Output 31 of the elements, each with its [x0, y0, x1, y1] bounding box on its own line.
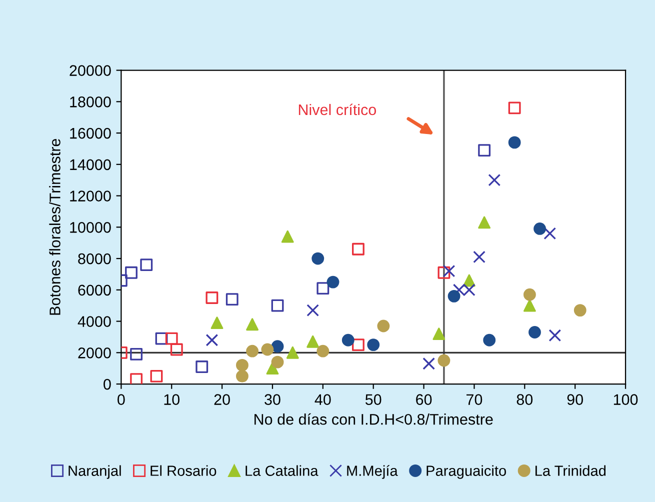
y-tick-label: 2000 [78, 348, 111, 358]
y-tick-label: 8000 [78, 253, 111, 264]
x-tick-label: 70 [466, 394, 482, 405]
x-tick-label: 90 [567, 394, 583, 405]
y-tick-label: 20000 [70, 65, 111, 76]
x-tick-label: 60 [416, 394, 432, 405]
legend-label: La Trinidad [536, 465, 606, 476]
y-axis-title: Botones florales/Trimestre [49, 138, 60, 315]
x-tick-label: 50 [365, 394, 382, 405]
y-tick-label: 4000 [78, 316, 111, 327]
x-tick-label: 20 [214, 394, 230, 405]
legend-label: La Catalina [246, 465, 318, 476]
y-tick-label: 16000 [70, 128, 111, 139]
legend-label: El Rosario [150, 465, 216, 476]
x-tick-label: 30 [264, 394, 280, 405]
x-axis-title: No de días con I.D.H<0.8/Trimestre [254, 413, 493, 425]
x-tick-label: 40 [314, 394, 331, 405]
y-tick-label: 6000 [78, 284, 111, 296]
x-tick-label: 80 [516, 394, 533, 405]
y-tick-label: 0 [104, 378, 111, 390]
y-tick-label: 14000 [70, 159, 111, 170]
y-tick-label: 18000 [70, 96, 111, 108]
x-tick-label: 10 [164, 394, 180, 405]
x-tick-label: 0 [118, 394, 125, 405]
annotation: Nivel crítico [298, 104, 376, 116]
y-tick-label: 10000 [70, 222, 111, 233]
legend-label: M.Mejía [347, 465, 398, 479]
legend-label: Paraguaicito [426, 465, 506, 479]
y-tick-label: 12000 [70, 190, 111, 202]
x-tick-label: 100 [614, 394, 638, 405]
legend-label: Naranjal [68, 465, 121, 479]
